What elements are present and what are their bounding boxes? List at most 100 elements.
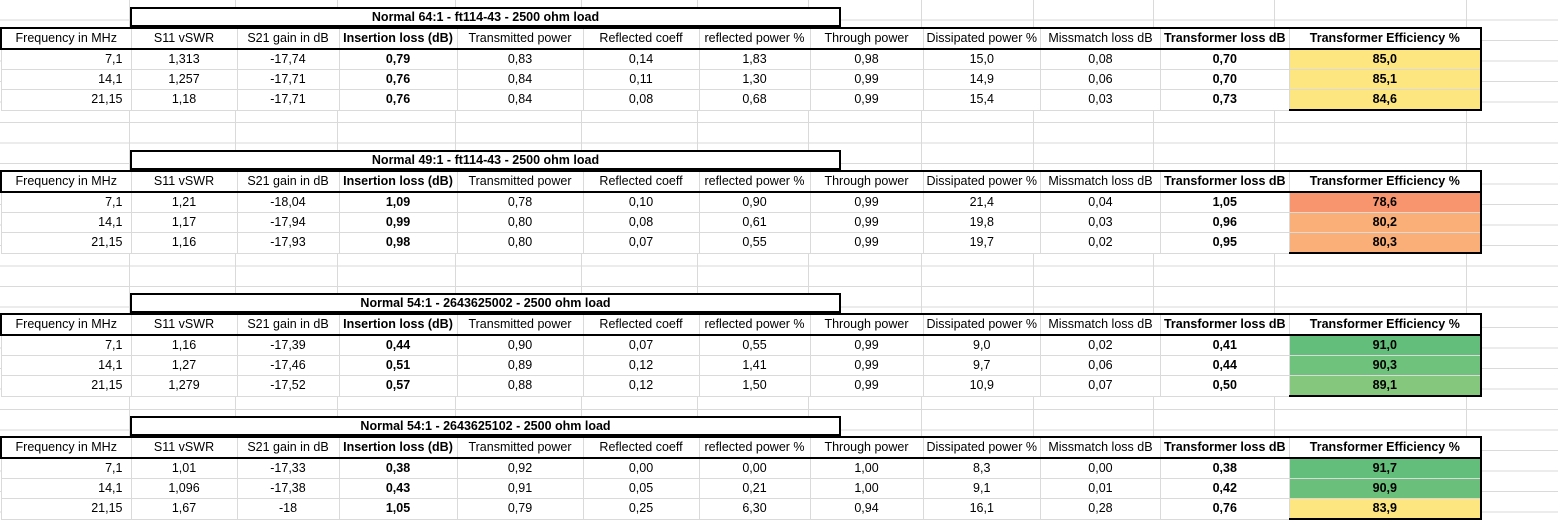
table-cell[interactable]: 1,18 (130, 89, 238, 111)
column-header[interactable]: Frequency in MHz (0, 170, 132, 193)
table-cell[interactable]: 14,1 (0, 478, 132, 499)
table-cell[interactable]: 0,89 (456, 355, 584, 376)
table-cell[interactable]: 0,79 (456, 498, 584, 520)
table-cell[interactable]: 0,99 (809, 89, 924, 111)
column-header[interactable]: S11 vSWR (130, 27, 238, 50)
table-cell[interactable]: 0,03 (1039, 212, 1161, 233)
table-cell[interactable]: 21,15 (0, 498, 132, 520)
table-cell[interactable]: 0,99 (809, 232, 924, 254)
column-header[interactable]: Transformer loss dB (1159, 170, 1290, 193)
column-header[interactable]: Transformer Efficiency % (1288, 170, 1483, 193)
table-cell[interactable]: 0,08 (582, 89, 700, 111)
table-cell[interactable]: 0,70 (1159, 48, 1290, 70)
table-cell[interactable]: 0,08 (1039, 48, 1161, 70)
table-cell[interactable]: 0,55 (698, 232, 811, 254)
table-cell[interactable]: 0,03 (1039, 89, 1161, 111)
efficiency-cell[interactable]: 80,2 (1288, 212, 1483, 233)
column-header[interactable]: Missmatch loss dB (1039, 27, 1161, 50)
table-cell[interactable]: 15,0 (922, 48, 1041, 70)
table-cell[interactable]: 21,15 (0, 375, 132, 397)
table-cell[interactable]: 0,68 (698, 89, 811, 111)
table-cell[interactable]: -17,39 (236, 334, 340, 356)
table-cell[interactable]: 6,30 (698, 498, 811, 520)
table-cell[interactable]: 0,91 (456, 478, 584, 499)
column-header[interactable]: Frequency in MHz (0, 313, 132, 336)
table-cell[interactable]: 1,09 (338, 191, 458, 213)
table-cell[interactable]: 10,9 (922, 375, 1041, 397)
column-header[interactable]: S11 vSWR (130, 170, 238, 193)
table-cell[interactable]: 0,21 (698, 478, 811, 499)
column-header[interactable]: Through power (809, 313, 924, 336)
column-header[interactable]: Missmatch loss dB (1039, 436, 1161, 459)
table-cell[interactable]: 0,06 (1039, 69, 1161, 90)
table-cell[interactable]: -17,38 (236, 478, 340, 499)
table-cell[interactable]: 0,76 (338, 69, 458, 90)
column-header[interactable]: Insertion loss (dB) (338, 27, 458, 50)
column-header[interactable]: Dissipated power % (922, 170, 1041, 193)
table-cell[interactable]: 0,12 (582, 355, 700, 376)
table-cell[interactable]: 0,38 (1159, 457, 1290, 479)
table-cell[interactable]: -17,94 (236, 212, 340, 233)
table-cell[interactable]: -17,71 (236, 89, 340, 111)
table-cell[interactable]: 0,57 (338, 375, 458, 397)
table-cell[interactable]: 0,99 (338, 212, 458, 233)
efficiency-cell[interactable]: 90,3 (1288, 355, 1483, 376)
efficiency-cell[interactable]: 78,6 (1288, 191, 1483, 213)
efficiency-cell[interactable]: 85,1 (1288, 69, 1483, 90)
table-cell[interactable]: 0,83 (456, 48, 584, 70)
table-cell[interactable]: 1,17 (130, 212, 238, 233)
table-cell[interactable]: 0,73 (1159, 89, 1290, 111)
table-cell[interactable]: 1,16 (130, 334, 238, 356)
table-cell[interactable]: 0,98 (809, 48, 924, 70)
table-cell[interactable]: 0,76 (1159, 498, 1290, 520)
table-cell[interactable]: 0,28 (1039, 498, 1161, 520)
table-cell[interactable]: 0,00 (1039, 457, 1161, 479)
column-header[interactable]: Insertion loss (dB) (338, 170, 458, 193)
table-cell[interactable]: 8,3 (922, 457, 1041, 479)
table-cell[interactable]: 0,96 (1159, 212, 1290, 233)
table-cell[interactable]: 9,1 (922, 478, 1041, 499)
table-cell[interactable]: 0,06 (1039, 355, 1161, 376)
table-cell[interactable]: 7,1 (0, 191, 132, 213)
table-cell[interactable]: 0,44 (1159, 355, 1290, 376)
table-cell[interactable]: 0,01 (1039, 478, 1161, 499)
table-cell[interactable]: 0,99 (809, 334, 924, 356)
table-cell[interactable]: -17,46 (236, 355, 340, 376)
table-cell[interactable]: 0,42 (1159, 478, 1290, 499)
table-cell[interactable]: 14,9 (922, 69, 1041, 90)
column-header[interactable]: S21 gain in dB (236, 436, 340, 459)
table-cell[interactable]: 7,1 (0, 48, 132, 70)
table-cell[interactable]: 0,50 (1159, 375, 1290, 397)
column-header[interactable]: Insertion loss (dB) (338, 436, 458, 459)
table-cell[interactable]: 0,84 (456, 69, 584, 90)
table-cell[interactable]: 0,44 (338, 334, 458, 356)
column-header[interactable]: Transformer Efficiency % (1288, 436, 1483, 459)
table-cell[interactable]: 0,55 (698, 334, 811, 356)
table-cell[interactable]: 1,05 (338, 498, 458, 520)
table-cell[interactable]: -17,74 (236, 48, 340, 70)
column-header[interactable]: Dissipated power % (922, 436, 1041, 459)
table-cell[interactable]: 1,30 (698, 69, 811, 90)
column-header[interactable]: Transmitted power (456, 313, 584, 336)
table-cell[interactable]: -17,52 (236, 375, 340, 397)
table-cell[interactable]: 0,84 (456, 89, 584, 111)
table-cell[interactable]: 0,07 (582, 232, 700, 254)
table-cell[interactable]: 1,01 (130, 457, 238, 479)
table-cell[interactable]: 0,07 (1039, 375, 1161, 397)
table-cell[interactable]: 1,313 (130, 48, 238, 70)
table-cell[interactable]: 1,83 (698, 48, 811, 70)
table-cell[interactable]: 1,21 (130, 191, 238, 213)
table-cell[interactable]: 16,1 (922, 498, 1041, 520)
table-cell[interactable]: 1,16 (130, 232, 238, 254)
column-header[interactable]: Frequency in MHz (0, 27, 132, 50)
column-header[interactable]: S11 vSWR (130, 436, 238, 459)
efficiency-cell[interactable]: 91,7 (1288, 457, 1483, 479)
table-cell[interactable]: 1,00 (809, 478, 924, 499)
table-cell[interactable]: 9,0 (922, 334, 1041, 356)
table-cell[interactable]: 19,8 (922, 212, 1041, 233)
column-header[interactable]: Reflected coeff (582, 170, 700, 193)
table-cell[interactable]: -17,71 (236, 69, 340, 90)
table-cell[interactable]: 0,43 (338, 478, 458, 499)
table-cell[interactable]: 1,27 (130, 355, 238, 376)
table-cell[interactable]: 0,99 (809, 191, 924, 213)
